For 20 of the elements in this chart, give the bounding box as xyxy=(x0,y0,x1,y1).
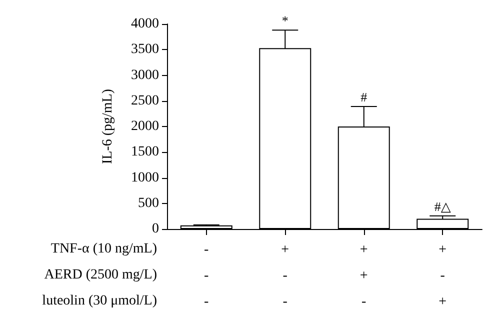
y-tick-label: 500 xyxy=(138,196,159,211)
y-tick-label: 3000 xyxy=(131,68,159,83)
y-tick-label: 1000 xyxy=(131,170,159,186)
y-tick-label: 1500 xyxy=(131,144,159,160)
text: AERD (2500 mg/L) xyxy=(44,268,158,282)
text: luteolin (30 μmol/L) xyxy=(42,294,158,308)
x-tick-label: + - + xyxy=(438,242,447,310)
text: TNF-α (10 ng/mL) xyxy=(50,242,158,256)
y-tick-label: 2500 xyxy=(131,93,159,108)
y-tick-label: 2000 xyxy=(131,119,159,134)
data-label: * xyxy=(282,13,288,28)
x-tick-label: - - - xyxy=(204,242,210,310)
y-tick-label: 4000 xyxy=(131,16,159,32)
data-label: # xyxy=(360,90,368,105)
y-axis-title: IL-6 (pg/mL) xyxy=(100,88,116,164)
x-tick-label: + + - xyxy=(360,242,368,310)
y-tick-label: 0 xyxy=(152,222,159,236)
x-tick-label: + - - xyxy=(281,242,290,310)
y-tick-label: 3500 xyxy=(131,42,159,58)
data-label: #△ xyxy=(434,198,451,214)
